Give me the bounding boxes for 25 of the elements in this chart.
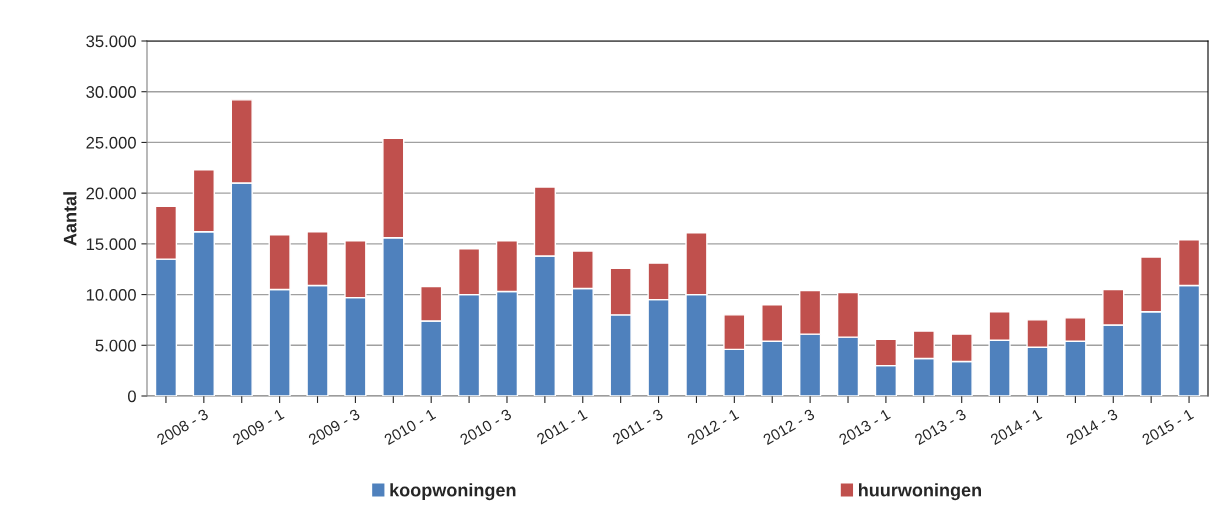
y-tick-label: 10.000 [86,288,136,301]
y-tick-label: 35.000 [86,35,136,48]
y-tick-label: 25.000 [86,136,136,149]
x-tick-label: 2011 - 1 [536,408,588,445]
x-tick-label: 2013 - 1 [838,408,891,446]
legend-label: huurwoningen [859,483,981,501]
x-tick-label: 2014 - 1 [989,408,1043,446]
x-tick-label: 2014 - 3 [1065,408,1119,446]
legend-label: koopwoningen [390,483,516,501]
x-tick-label: 2015 - 1 [1141,408,1195,446]
y-tick-label: 30.000 [86,86,136,98]
x-tick-label: 2012 - 1 [686,408,740,446]
x-tick-label: 2010 - 3 [459,408,513,446]
x-tick-label: 2010 - 1 [383,408,437,446]
y-tick-label: 20.000 [86,187,136,200]
x-tick-label: 2012 - 3 [762,408,816,446]
y-tick-label: 15.000 [86,238,136,251]
x-tick-label: 2008 - 3 [156,408,209,446]
y-tick-label: 5.000 [95,339,136,352]
x-tick-label: 2009 - 1 [231,408,285,446]
y-tick-label: 0 [127,390,136,403]
y-axis-title: Aantal [63,192,77,246]
x-tick-label: 2013 - 3 [914,408,967,446]
x-tick-label: 2009 - 3 [307,408,361,446]
x-tick-label: 2011 - 3 [611,408,664,445]
